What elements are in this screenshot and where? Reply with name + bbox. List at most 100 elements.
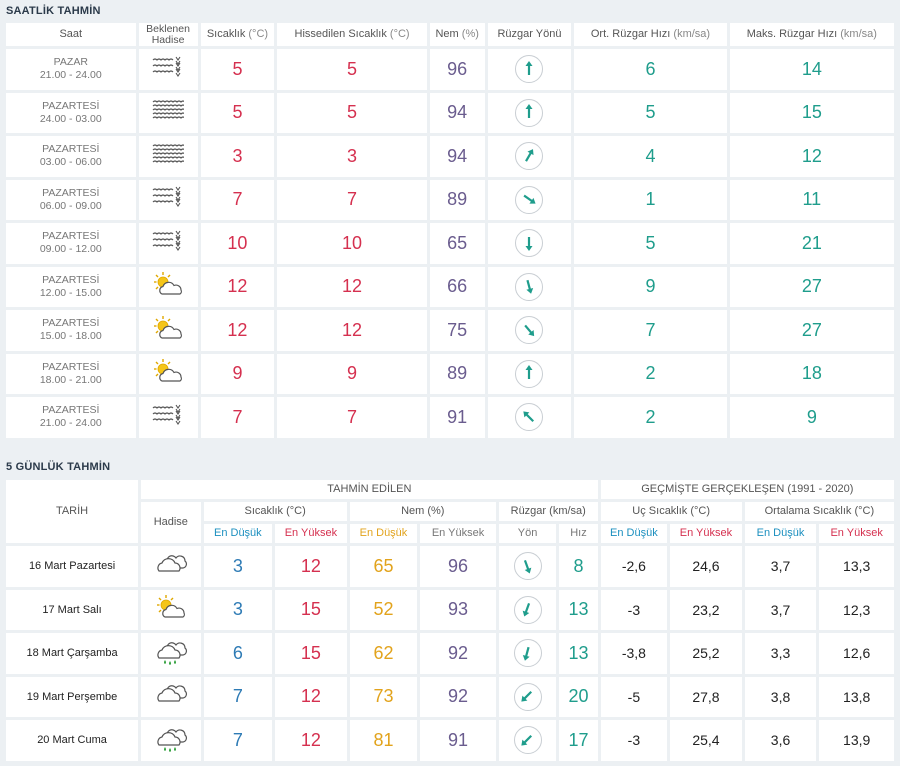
hourly-wind-dir-cell: [487, 310, 572, 351]
hourly-wind-dir-cell: [487, 49, 572, 90]
hourly-hadise-cell: [138, 49, 198, 90]
hourly-day: PAZARTESİ: [42, 186, 100, 199]
header-sicaklik: Sıcaklık (°C): [200, 23, 275, 46]
hourly-row: PAZARTESİ 15.00 - 18.00 12 12 75 7 27: [6, 310, 894, 351]
daily-humidity-low: 73: [349, 676, 418, 717]
hourly-wind-max: 15: [729, 92, 894, 133]
daily-wind-speed: 8: [559, 546, 598, 587]
daily-extreme-low: -3: [600, 720, 668, 761]
daily-temp-low: 7: [203, 720, 273, 761]
dense-fog-icon: [152, 144, 186, 169]
hourly-wind-avg: 9: [574, 266, 727, 307]
daily-wind-dir-cell: [498, 589, 557, 630]
daily-average-high: 12,6: [819, 633, 894, 674]
hourly-temp: 7: [200, 179, 275, 220]
daily-hadise-cell: [141, 676, 201, 717]
daily-extreme-low: -2,6: [600, 546, 668, 587]
hourly-row: PAZARTESİ 06.00 - 09.00 7 7 89 1 11: [6, 179, 894, 220]
daily-temp-high: 15: [275, 633, 347, 674]
hourly-time-cell: PAZARTESİ 21.00 - 24.00: [6, 397, 136, 438]
hourly-time: 09.00 - 12.00: [39, 243, 102, 256]
daily-wind-speed: 13: [559, 589, 598, 630]
hourly-wind-dir-cell: [487, 353, 572, 394]
sub-ruzgar-yon: Yön: [498, 524, 557, 543]
sub-uc-high: En Yüksek: [670, 524, 742, 543]
hourly-wind-max: 11: [729, 179, 894, 220]
daily-average-high: 12,3: [819, 589, 894, 630]
hourly-humidity: 94: [429, 92, 485, 133]
daily-average-low: 3,7: [744, 546, 817, 587]
hourly-row: PAZARTESİ 12.00 - 15.00 12 12 66 9 27: [6, 266, 894, 307]
fog-icon: [152, 230, 184, 256]
daily-average-low: 3,7: [744, 589, 817, 630]
hourly-day: PAZARTESİ: [42, 230, 100, 243]
daily-extreme-high: 25,2: [670, 633, 742, 674]
daily-temp-high: 15: [275, 589, 347, 630]
header-hissedilen-label: Hissedilen Sıcaklık: [294, 28, 387, 40]
hourly-temp: 9: [200, 353, 275, 394]
rain-icon: [153, 728, 189, 756]
daily-section-title: 5 GÜNLÜK TAHMİN: [6, 461, 111, 473]
daily-average-high: 13,3: [819, 546, 894, 587]
daily-row: 20 Mart Cuma 7 12 81 91 17 -3 25,4 3,6 13,9: [6, 720, 894, 761]
daily-extreme-low: -3,8: [600, 633, 668, 674]
hourly-time: 24.00 - 03.00: [39, 112, 102, 125]
header-hissedilen-unit: (°C): [389, 28, 410, 40]
header-tarih: TARİH: [6, 480, 139, 543]
hourly-humidity: 65: [429, 223, 485, 264]
wind-direction-arrow-icon: [515, 316, 544, 345]
partly-cloudy-icon: [151, 272, 185, 301]
hourly-row: PAZARTESİ 24.00 - 03.00 5 5 94 5 15: [6, 92, 894, 133]
hourly-hadise-cell: [138, 223, 198, 264]
header-ort-ruzgar: Ort. Rüzgar Hızı (km/sa): [574, 23, 727, 46]
daily-humidity-low: 81: [349, 720, 418, 761]
header-nem: Nem (%): [429, 23, 485, 46]
daily-hadise-cell: [141, 589, 201, 630]
daily-hadise-cell: [141, 720, 201, 761]
hourly-wind-max: 27: [729, 266, 894, 307]
hourly-forecast-table: Saat Beklenen Hadise Sıcaklık (°C) Hisse…: [3, 20, 897, 441]
hourly-hadise-cell: [138, 136, 198, 177]
hourly-wind-avg: 5: [574, 92, 727, 133]
sub-nem-low: En Düşük: [349, 524, 418, 543]
hourly-humidity: 89: [429, 179, 485, 220]
header-sicaklik-unit: (°C): [248, 28, 269, 40]
cloudy-icon: [153, 685, 189, 712]
hourly-wind-dir-cell: [487, 397, 572, 438]
hourly-wind-dir-cell: [487, 179, 572, 220]
sub-ort-low: En Düşük: [744, 524, 817, 543]
daily-wind-dir-cell: [498, 720, 557, 761]
wind-direction-arrow-icon: [513, 552, 542, 581]
hourly-hadise-cell: [138, 92, 198, 133]
rain-icon: [153, 641, 189, 669]
daily-extreme-high: 24,6: [670, 546, 742, 587]
header-daily-sicaklik-label: Sıcaklık: [244, 505, 284, 517]
header-daily-nem: Nem (%): [349, 502, 496, 521]
daily-humidity-high: 91: [420, 720, 496, 761]
hourly-time-cell: PAZARTESİ 18.00 - 21.00: [6, 353, 136, 394]
header-hissedilen: Hissedilen Sıcaklık (°C): [277, 23, 427, 46]
wind-direction-arrow-icon: [513, 726, 542, 755]
hourly-time: 12.00 - 15.00: [39, 286, 102, 299]
daily-humidity-high: 93: [420, 589, 496, 630]
hourly-wind-avg: 5: [574, 223, 727, 264]
hourly-temp: 7: [200, 397, 275, 438]
hourly-day: PAZARTESİ: [42, 143, 100, 156]
hourly-temp: 12: [200, 310, 275, 351]
daily-temp-high: 12: [275, 720, 347, 761]
hourly-wind-avg: 6: [574, 49, 727, 90]
hourly-wind-dir-cell: [487, 92, 572, 133]
wind-direction-arrow-icon: [515, 55, 544, 84]
daily-humidity-high: 92: [420, 633, 496, 674]
header-daily-sicaklik: Sıcaklık (°C): [203, 502, 347, 521]
hourly-time-cell: PAZARTESİ 03.00 - 06.00: [6, 136, 136, 177]
wind-direction-arrow-icon: [513, 639, 542, 668]
daily-forecast-table: TARİH TAHMİN EDİLEN GEÇMİŞTE GERÇEKLEŞEN…: [3, 477, 897, 764]
daily-average-low: 3,6: [744, 720, 817, 761]
hourly-row: PAZAR 21.00 - 24.00 5 5 96 6 14: [6, 49, 894, 90]
header-ort-sicaklik: Ortalama Sıcaklık (°C): [744, 502, 894, 521]
hourly-section-title: SAATLİK TAHMİN: [6, 5, 101, 17]
hourly-feels: 12: [277, 266, 427, 307]
partly-cloudy-icon: [151, 359, 185, 388]
wind-direction-arrow-icon: [515, 272, 544, 301]
